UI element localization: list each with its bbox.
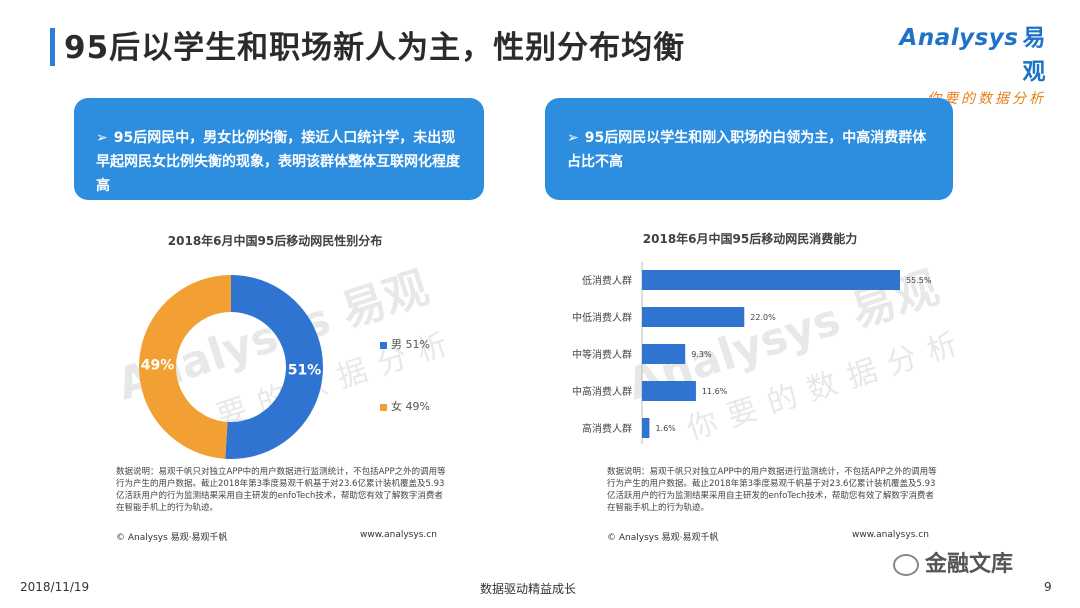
chart-title-gender: 2018年6月中国95后移动网民性别分布 bbox=[167, 234, 383, 248]
callout-consumption: ➢ 95后网民以学生和刚入职场的白领为主，中高消费群体占比不高 bbox=[545, 98, 953, 200]
page-number: 9 bbox=[1044, 580, 1052, 594]
data-note-right: 数据说明：易观千帆只对独立APP中的用户数据进行监测统计，不包括APP之外的调用… bbox=[607, 467, 937, 513]
donut-label-female: 49% bbox=[141, 358, 175, 374]
bar-category-label: 中高消费人群 bbox=[572, 385, 632, 398]
data-note-left: 数据说明：易观千帆只对独立APP中的用户数据进行监测统计，不包括APP之外的调用… bbox=[116, 467, 446, 513]
legend-swatch-female bbox=[380, 403, 387, 411]
legend-swatch-male bbox=[380, 341, 387, 349]
copyright-right: © Analysys 易观·易观千帆 bbox=[607, 533, 719, 543]
bullet-arrow-icon: ➢ bbox=[96, 130, 108, 146]
legend-female-label: 女 49% bbox=[391, 400, 430, 413]
title-accent-bar bbox=[50, 28, 55, 66]
legend-male: 男 51% bbox=[380, 336, 430, 352]
bar-2 bbox=[642, 344, 686, 364]
bar-0 bbox=[642, 270, 900, 290]
footer-center: 数据驱动精益成长 bbox=[480, 582, 577, 596]
wechat-icon bbox=[893, 554, 919, 576]
bar-value-label: 22.0% bbox=[750, 313, 776, 322]
page-title: 95后以学生和职场新人为主，性别分布均衡 bbox=[64, 30, 686, 66]
gender-donut-chart: 51% 49% bbox=[138, 275, 323, 459]
legend-male-label: 男 51% bbox=[391, 338, 430, 351]
bar-category-label: 低消费人群 bbox=[582, 274, 632, 287]
wechat-badge: 金融文库 bbox=[893, 546, 1013, 578]
logo-text-cn: 易观 bbox=[1022, 25, 1046, 85]
bar-category-label: 高消费人群 bbox=[582, 422, 632, 435]
copyright-left: © Analysys 易观·易观千帆 bbox=[116, 533, 228, 543]
bar-category-label: 中等消费人群 bbox=[572, 348, 632, 361]
bar-4 bbox=[642, 418, 650, 438]
donut-label-male: 51% bbox=[288, 362, 322, 378]
logo-text: Analysys bbox=[899, 25, 1019, 51]
analysys-logo: Analysys 易观 你要的数据分析 bbox=[896, 18, 1046, 108]
donut-slice-male bbox=[225, 275, 323, 459]
callout-gender-text: 95后网民中，男女比例均衡，接近人口统计学，未出现早起网民女比例失衡的现象，表明… bbox=[96, 130, 460, 194]
bar-3 bbox=[642, 381, 696, 401]
chart-title-consumption: 2018年6月中国95后移动网民消费能力 bbox=[642, 232, 858, 246]
donut-slice-female bbox=[138, 275, 231, 459]
callout-consumption-text: 95后网民以学生和刚入职场的白领为主，中高消费群体占比不高 bbox=[567, 130, 927, 170]
site-link-right[interactable]: www.analysys.cn bbox=[852, 530, 929, 540]
footer-date: 2018/11/19 bbox=[20, 580, 90, 594]
bar-value-label: 55.5% bbox=[906, 276, 932, 285]
logo-slogan: 你要的数据分析 bbox=[927, 91, 1046, 107]
site-link-left[interactable]: www.analysys.cn bbox=[360, 530, 437, 540]
bar-1 bbox=[642, 307, 745, 327]
bar-value-label: 9.3% bbox=[691, 350, 712, 359]
callout-gender: ➢ 95后网民中，男女比例均衡，接近人口统计学，未出现早起网民女比例失衡的现象，表… bbox=[74, 98, 484, 200]
wechat-label: 金融文库 bbox=[925, 552, 1014, 577]
legend-female: 女 49% bbox=[380, 398, 430, 414]
bar-value-label: 1.6% bbox=[655, 424, 676, 433]
consumption-bar-chart: 低消费人群 55.5% 中低消费人群 22.0% 中等消费人群 9.3% 中高消费人群 11.… bbox=[572, 262, 932, 444]
bullet-arrow-icon: ➢ bbox=[567, 130, 579, 146]
bar-value-label: 11.6% bbox=[702, 387, 728, 396]
bar-category-label: 中低消费人群 bbox=[572, 311, 632, 324]
